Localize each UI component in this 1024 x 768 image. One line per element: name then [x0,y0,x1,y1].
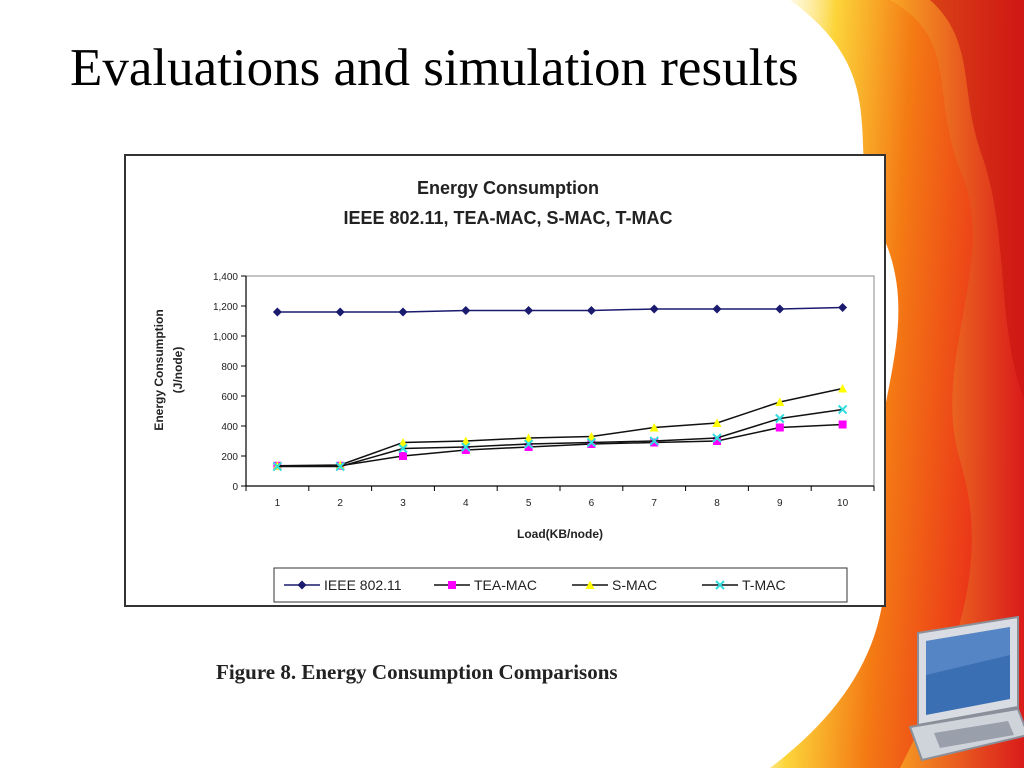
x-tick-label: 6 [589,498,595,509]
y-tick-label: 400 [221,422,238,433]
data-point-ieee-802-11 [272,307,282,317]
y-axis-label-unit: (J/node) [171,347,185,394]
x-tick-label: 7 [651,498,657,509]
x-tick-label: 3 [400,498,406,509]
data-point-tea-mac [587,440,596,448]
energy-consumption-chart: Energy Consumption IEEE 802.11, TEA-MAC,… [152,178,875,603]
y-tick-label: 1,400 [213,272,238,283]
data-point-tea-mac [461,446,470,454]
data-point-t-mac [272,461,283,472]
laptop-icon [908,615,1024,762]
x-tick-label: 1 [275,498,281,509]
legend-marker-s-mac [585,580,595,589]
data-point-t-mac [335,461,345,472]
chart-figure: Energy Consumption IEEE 802.11, TEA-MAC,… [124,154,886,607]
data-point-ieee-802-11 [461,306,471,315]
x-tick-label: 2 [337,498,343,509]
chart-legend: IEEE 802.11 TEA-MAC S-MAC T-MAC [273,567,848,603]
y-tick-label: 0 [232,482,238,493]
data-point-ieee-802-11 [524,306,534,315]
y-tick-label: 1,000 [213,332,238,343]
series-line-ieee-802-11 [277,306,843,313]
data-point-t-mac [712,433,722,443]
data-point-s-mac [712,418,722,427]
y-tick-label: 1,200 [213,302,238,313]
x-tick-label: 5 [526,498,532,509]
slide-title: Evaluations and simulation results [70,39,799,97]
legend-marker-tea-mac [448,581,456,589]
x-tick-label: 8 [714,498,720,509]
data-point-t-mac [461,442,471,452]
series-line-tea-mac [277,423,843,467]
legend-label-s-mac: S-MAC [612,577,657,593]
data-point-ieee-802-11 [649,304,659,314]
x-tick-label: 4 [463,498,469,509]
series-line-t-mac [277,408,843,468]
data-point-tea-mac [775,423,784,432]
legend-box [273,567,848,603]
data-point-t-mac [398,443,408,454]
legend-label-tea-mac: TEA-MAC [474,577,537,593]
y-tick-label: 600 [221,392,238,403]
legend-marker-ieee-802-11 [297,580,307,590]
data-point-s-mac [461,436,471,445]
chart-title: Energy Consumption [417,178,599,198]
data-point-tea-mac [650,438,659,447]
legend-label-t-mac: T-MAC [742,577,786,593]
data-point-ieee-802-11 [335,307,345,317]
x-tick-label: 9 [777,498,783,509]
data-point-s-mac [586,432,596,441]
data-point-tea-mac [524,443,533,451]
data-point-ieee-802-11 [712,304,722,314]
x-tick-label: 10 [837,498,849,509]
data-point-tea-mac [838,420,847,429]
data-point-ieee-802-11 [398,307,408,317]
chart-subtitle: IEEE 802.11, TEA-MAC, S-MAC, T-MAC [343,208,672,228]
y-axis-label: Energy Consumption [152,309,166,430]
y-tick-label: 200 [221,452,238,463]
data-point-s-mac [398,438,408,447]
data-point-ieee-802-11 [586,306,596,315]
data-point-t-mac [649,436,659,446]
data-point-t-mac [586,437,597,448]
legend-label-ieee-802-11: IEEE 802.11 [324,577,402,593]
x-axis-label: Load(KB/node) [517,527,603,541]
data-point-s-mac [649,423,659,432]
data-point-tea-mac [713,437,721,445]
figure-caption: Figure 8. Energy Consumption Comparisons [216,660,618,684]
legend-marker-t-mac [715,580,725,590]
data-point-tea-mac [399,452,407,460]
data-point-s-mac [524,433,534,442]
series-line-s-mac [277,387,843,467]
y-tick-label: 800 [221,362,238,373]
data-point-t-mac [523,439,534,449]
